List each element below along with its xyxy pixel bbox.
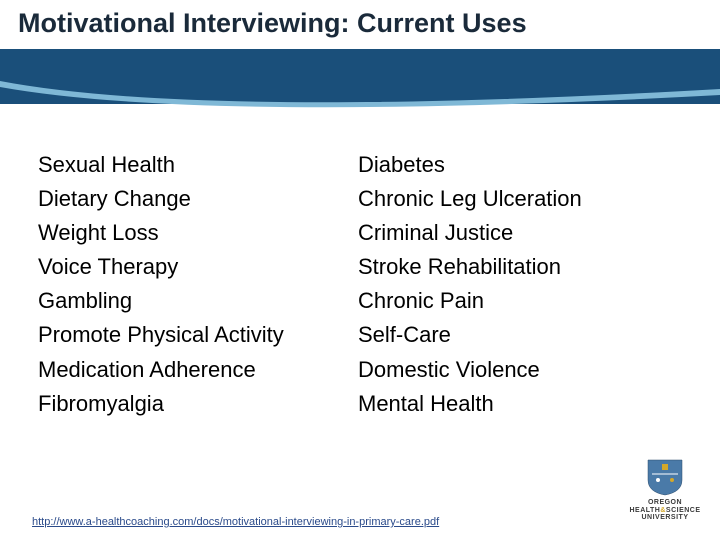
- logo-line: OREGON: [648, 499, 682, 506]
- right-column: Diabetes Chronic Leg Ulceration Criminal…: [358, 148, 690, 421]
- list-item: Dietary Change: [38, 182, 358, 216]
- list-item: Self-Care: [358, 318, 690, 352]
- list-item: Medication Adherence: [38, 353, 358, 387]
- list-item: Sexual Health: [38, 148, 358, 182]
- list-item: Chronic Leg Ulceration: [358, 182, 690, 216]
- list-item: Chronic Pain: [358, 284, 690, 318]
- list-item: Criminal Justice: [358, 216, 690, 250]
- list-item: Mental Health: [358, 387, 690, 421]
- list-item: Domestic Violence: [358, 353, 690, 387]
- list-item: Fibromyalgia: [38, 387, 358, 421]
- logo-line: SCIENCE: [666, 507, 701, 514]
- list-item: Stroke Rehabilitation: [358, 250, 690, 284]
- slide-header: Motivational Interviewing: Current Uses: [0, 0, 720, 120]
- logo-line: UNIVERSITY: [641, 514, 688, 521]
- logo-shield-icon: [644, 458, 686, 496]
- logo-text: OREGON HEALTH&SCIENCE UNIVERSITY: [629, 499, 700, 522]
- source-link[interactable]: http://www.a-healthcoaching.com/docs/mot…: [32, 516, 439, 528]
- list-item: Weight Loss: [38, 216, 358, 250]
- list-item: Promote Physical Activity: [38, 318, 358, 352]
- left-column: Sexual Health Dietary Change Weight Loss…: [38, 148, 358, 421]
- header-swoosh: [0, 81, 720, 126]
- logo-line: HEALTH: [629, 507, 660, 514]
- list-item: Diabetes: [358, 148, 690, 182]
- header-blue-band: [0, 49, 720, 104]
- title-bar: Motivational Interviewing: Current Uses: [0, 0, 720, 49]
- ohsu-logo: OREGON HEALTH&SCIENCE UNIVERSITY: [626, 456, 704, 524]
- slide-title: Motivational Interviewing: Current Uses: [18, 8, 702, 39]
- content-area: Sexual Health Dietary Change Weight Loss…: [38, 148, 690, 421]
- list-item: Gambling: [38, 284, 358, 318]
- list-item: Voice Therapy: [38, 250, 358, 284]
